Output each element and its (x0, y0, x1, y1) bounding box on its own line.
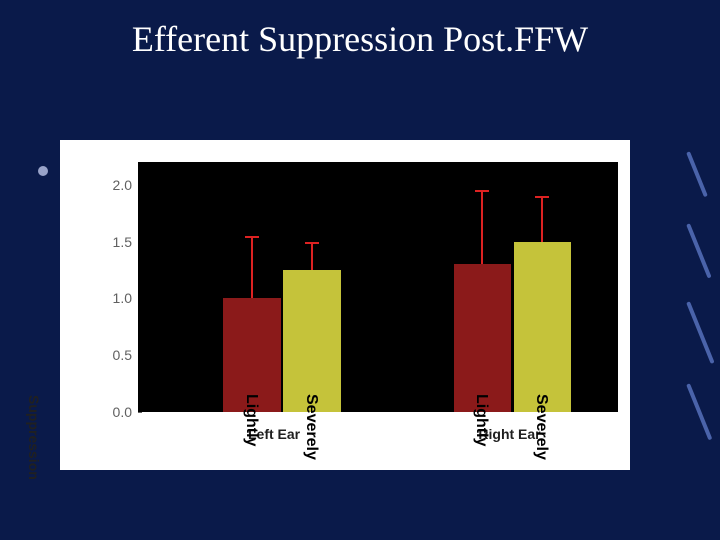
decor-stroke (686, 383, 712, 440)
y-tick-label: 1.5 (100, 234, 132, 250)
error-bar-cap (305, 242, 319, 244)
error-bar (251, 236, 253, 299)
bar-series-label: Lightly (242, 394, 260, 446)
decor-stroke (686, 301, 714, 364)
y-axis-title: Suppression (26, 395, 42, 480)
decor-stroke (686, 223, 711, 278)
y-tick-label: 2.0 (100, 177, 132, 193)
y-tick-mark (138, 412, 142, 413)
bar-series-label: Severely (302, 394, 320, 460)
error-bar-cap (475, 190, 489, 192)
bar (514, 242, 572, 412)
error-bar (541, 196, 543, 241)
y-tick-label: 0.0 (100, 404, 132, 420)
bar (454, 264, 512, 412)
y-tick-label: 0.5 (100, 347, 132, 363)
error-bar-cap (535, 196, 549, 198)
bar-series-label: Severely (532, 394, 550, 460)
slide-root: Efferent Suppression Post.FFW 0.0 0.5 1.0 1… (0, 0, 720, 540)
plot-area (138, 162, 618, 412)
y-tick-label: 1.0 (100, 290, 132, 306)
bar (283, 270, 341, 412)
error-bar-cap (245, 236, 259, 238)
slide-title: Efferent Suppression Post.FFW (0, 18, 720, 60)
decor-stroke (686, 151, 708, 197)
bar-series-label: Lightly (472, 394, 490, 446)
bullet-icon (38, 166, 48, 176)
error-bar (311, 242, 313, 270)
error-bar (481, 190, 483, 264)
chart-panel: 0.00.51.01.52.0 Left EarRight Ear Suppre… (60, 140, 630, 470)
